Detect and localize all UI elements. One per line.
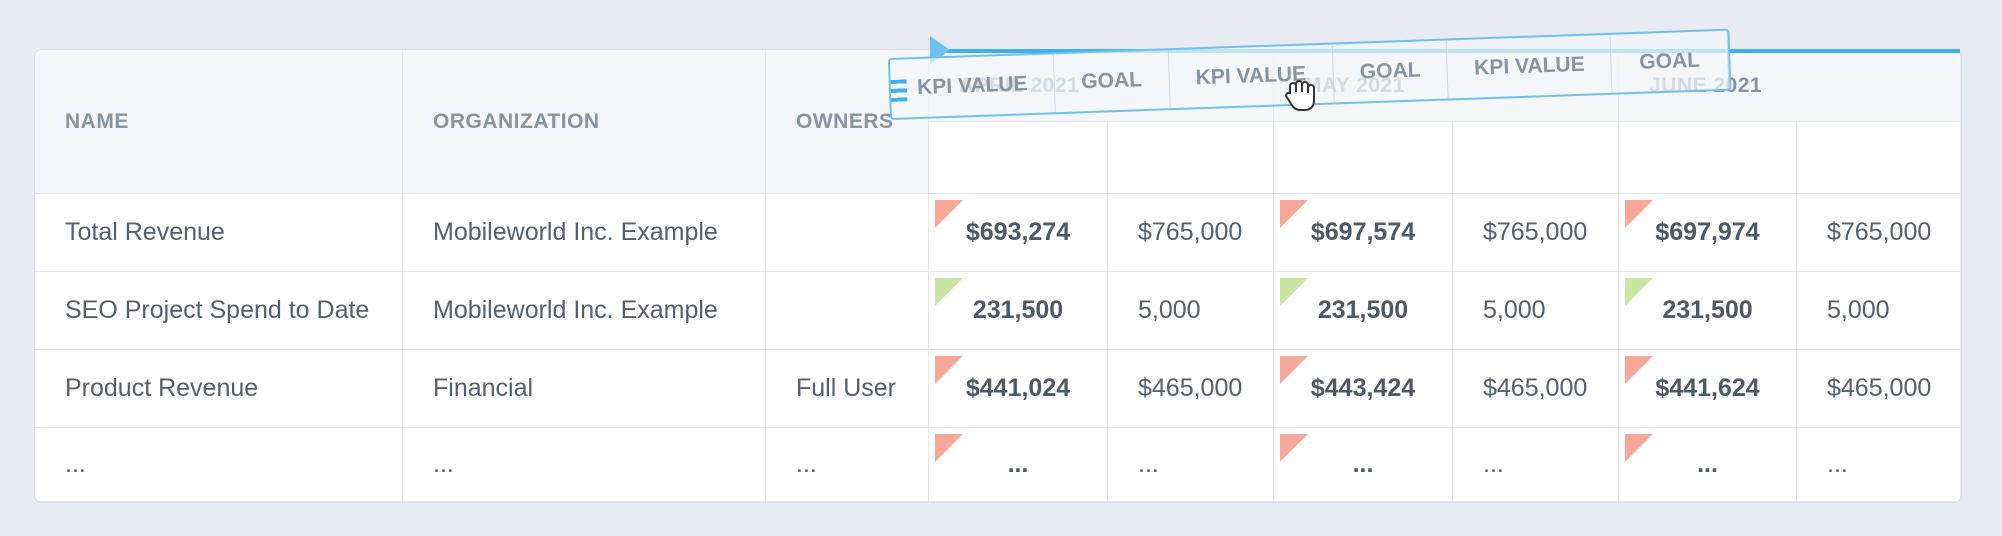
kpi-value: ... [1274, 428, 1453, 502]
sub-header [1108, 122, 1274, 194]
goal-value: 5,000 [1108, 272, 1274, 350]
table-cell: Financial [403, 350, 766, 428]
table-cell: ... [403, 428, 766, 502]
kpi-value: $697,574 [1274, 194, 1453, 272]
status-flag [1625, 356, 1653, 384]
table-cell [766, 272, 929, 350]
dragged-label: GOAL [1332, 40, 1449, 103]
sub-header [1619, 122, 1797, 194]
status-flag [1625, 434, 1653, 462]
table-cell: Product Revenue [35, 350, 403, 428]
kpi-value: 231,500 [929, 272, 1108, 350]
table-cell: SEO Project Spend to Date [35, 272, 403, 350]
goal-value: $765,000 [1453, 194, 1619, 272]
dragged-label: KPI VALUE [1446, 34, 1613, 99]
kpi-value: 231,500 [1619, 272, 1797, 350]
table-cell: Full User [766, 350, 929, 428]
sub-header [929, 122, 1108, 194]
kpi-value: $441,624 [1619, 350, 1797, 428]
status-flag [1625, 278, 1653, 306]
status-flag [1625, 200, 1653, 228]
dragged-label: GOAL [1610, 30, 1730, 93]
table-cell [766, 194, 929, 272]
goal-value: ... [1108, 428, 1274, 502]
status-flag [935, 278, 963, 306]
goal-value: $465,000 [1108, 350, 1274, 428]
kpi-value: $693,274 [929, 194, 1108, 272]
table-cell: Total Revenue [35, 194, 403, 272]
goal-value: 5,000 [1797, 272, 1961, 350]
sub-header [1797, 122, 1961, 194]
column-header: NAME [35, 50, 403, 194]
table-cell: ... [766, 428, 929, 502]
sub-header [1274, 122, 1453, 194]
table-cell: Mobileworld Inc. Example [403, 194, 766, 272]
status-flag [1280, 278, 1308, 306]
kpi-value: $443,424 [1274, 350, 1453, 428]
goal-value: 5,000 [1453, 272, 1619, 350]
goal-value: ... [1797, 428, 1961, 502]
status-flag [1280, 356, 1308, 384]
dragged-label: KPI VALUE [889, 54, 1056, 118]
kpi-value: ... [1619, 428, 1797, 502]
table-cell: Mobileworld Inc. Example [403, 272, 766, 350]
status-flag [1280, 200, 1308, 228]
status-flag [935, 200, 963, 228]
goal-value: $465,000 [1453, 350, 1619, 428]
goal-value: ... [1453, 428, 1619, 502]
status-flag [935, 434, 963, 462]
kpi-value: $697,974 [1619, 194, 1797, 272]
status-flag [1280, 434, 1308, 462]
kpi-value: $441,024 [929, 350, 1108, 428]
table-cell: ... [35, 428, 403, 502]
kpi-value: ... [929, 428, 1108, 502]
table: NAMEORGANIZATIONOWNERSAPRIL 2021MAY 2021… [34, 49, 1962, 503]
dragged-label: GOAL [1053, 50, 1171, 113]
goal-value: $765,000 [1108, 194, 1274, 272]
goal-value: $765,000 [1797, 194, 1961, 272]
status-flag [935, 356, 963, 384]
kpi-value: 231,500 [1274, 272, 1453, 350]
goal-value: $465,000 [1797, 350, 1961, 428]
sub-header [1453, 122, 1619, 194]
column-header: ORGANIZATION [403, 50, 766, 194]
grab-cursor [1285, 80, 1315, 111]
drag-handle[interactable] [890, 79, 908, 102]
